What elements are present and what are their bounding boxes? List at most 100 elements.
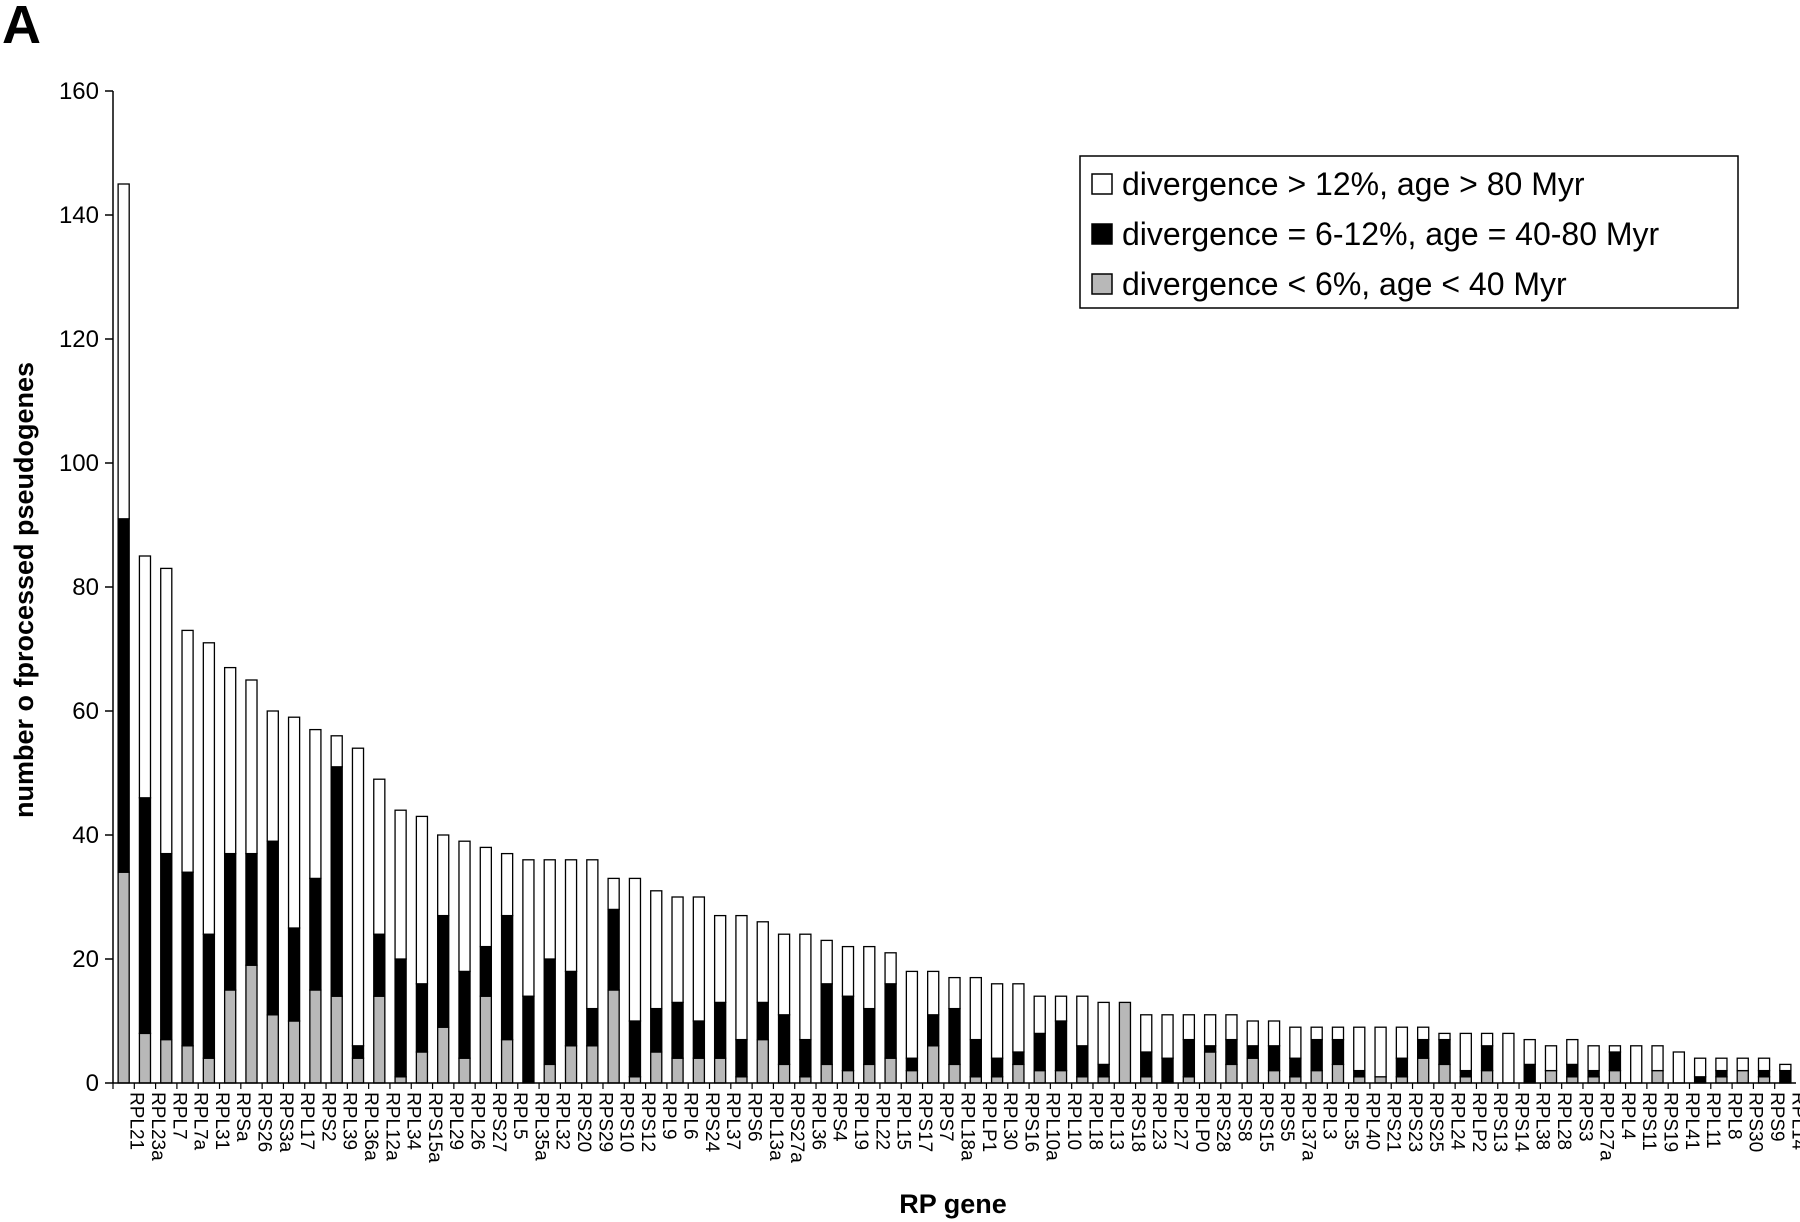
bar-segment: [1651, 1045, 1664, 1072]
x-axis-title: RP gene: [899, 1189, 1007, 1219]
x-category-label: RPL13: [1106, 1092, 1127, 1150]
bar-segment: [266, 710, 279, 842]
bar-segment: [117, 183, 130, 520]
x-category-label: RPL35a: [530, 1092, 551, 1161]
bar-segment: [650, 1051, 663, 1084]
x-category-label: RPL27a: [1596, 1092, 1617, 1161]
x-category-label: RPLP1: [978, 1092, 999, 1152]
bar-segment: [777, 1063, 791, 1084]
x-category-label: RPS11: [1638, 1092, 1659, 1151]
bar-segment: [671, 1001, 684, 1059]
x-category-label: RPL32: [552, 1092, 573, 1150]
bar-segment: [1416, 1026, 1430, 1041]
bar-segment: [138, 797, 152, 1035]
x-category-label: RPL27: [1170, 1092, 1191, 1150]
x-category-label: RPS12: [637, 1092, 658, 1152]
x-axis-category-labels: RPL21 RPL23a RPL7 RPL7a RPL31 RPSa RPS26 RPS3a R…: [112, 1083, 1800, 1163]
bar-segment: [777, 1014, 791, 1066]
bar-segment: [1033, 1069, 1046, 1084]
bar-segment: [1225, 1014, 1238, 1041]
bar-segment: [543, 859, 556, 960]
bar-segment: [1012, 1063, 1025, 1084]
x-category-label: RPS15a: [424, 1092, 445, 1163]
bar-segment: [1203, 1014, 1217, 1047]
y-tick-label: 100: [59, 450, 99, 477]
bar-segment: [990, 983, 1004, 1059]
x-category-label: RPS5: [1276, 1092, 1297, 1142]
x-category-label: RPSa: [232, 1092, 253, 1142]
bar-segment: [841, 945, 855, 997]
bar-segment: [1566, 1038, 1579, 1066]
bar-segment: [948, 1063, 961, 1084]
bar-segment: [1331, 1063, 1345, 1084]
x-category-label: RPS21: [1383, 1092, 1404, 1152]
bar-segment: [181, 1045, 194, 1084]
bar-segment: [671, 1057, 684, 1084]
y-axis-ticks: 0 20 40 60 80 100 120 140 160: [59, 78, 113, 1097]
x-category-label: RPS8: [1233, 1092, 1254, 1142]
bar-segment: [1118, 1001, 1132, 1084]
bar-segment: [1502, 1032, 1515, 1084]
bar-segment: [948, 1007, 961, 1066]
x-category-label: RPS20: [573, 1092, 594, 1152]
y-tick-label: 40: [72, 822, 99, 849]
bar-segment: [1757, 1057, 1771, 1072]
bar-segment: [863, 1063, 876, 1084]
bar-segment: [1289, 1026, 1302, 1059]
bar-segment: [948, 976, 961, 1010]
bar-segment: [266, 840, 279, 1016]
bar-segment: [735, 914, 748, 1041]
legend-swatch: [1091, 173, 1113, 195]
bar-segment: [905, 1069, 919, 1084]
bar-segment: [1480, 1032, 1494, 1047]
bar-segment: [1416, 1057, 1430, 1084]
bar-segment: [841, 995, 855, 1072]
bar-segment: [884, 983, 897, 1059]
bar-segment: [607, 877, 620, 911]
x-category-label: RPL36a: [360, 1092, 381, 1161]
x-category-label: RPS6: [743, 1092, 764, 1142]
x-category-label: RPS17: [914, 1092, 935, 1152]
bar-segment: [458, 970, 471, 1059]
bar-segment: [330, 995, 343, 1084]
x-category-label: RPLP0: [1191, 1092, 1212, 1152]
y-axis-title: number o fprocessed pseudogenes: [9, 362, 39, 818]
bar-segment: [1736, 1057, 1749, 1072]
bar-segment: [1395, 1026, 1409, 1059]
bar-segment: [820, 983, 833, 1066]
bar-segment: [1374, 1026, 1387, 1078]
bar-segment: [202, 1057, 216, 1084]
bar-segment: [1267, 1069, 1281, 1084]
y-tick-label: 140: [59, 202, 99, 229]
x-category-label: RPL35: [1340, 1092, 1361, 1150]
x-category-label: RPL26: [467, 1092, 488, 1150]
legend: divergence > 12%, age > 80 Myr divergence…: [1079, 155, 1739, 309]
x-category-label: RPS27a: [786, 1092, 807, 1163]
bar-segment: [458, 1057, 471, 1084]
bar-segment: [692, 1020, 706, 1059]
bar-segment: [756, 921, 769, 1004]
bar-segment: [863, 1007, 876, 1066]
bar-segment: [543, 1063, 556, 1084]
bar-segment: [713, 914, 727, 1004]
x-category-label: RPL10: [1063, 1092, 1084, 1150]
bar-segment: [117, 518, 130, 873]
x-category-label: RPS4: [829, 1092, 850, 1142]
bar-segment: [202, 933, 216, 1059]
bar-segment: [1395, 1057, 1409, 1078]
bar-segment: [799, 1038, 812, 1078]
bar-segment: [650, 1007, 663, 1053]
bar-segment: [820, 1063, 833, 1084]
bar-segment: [1608, 1069, 1622, 1084]
bar-segment: [160, 852, 173, 1041]
bar-segment: [1331, 1038, 1345, 1066]
bar-segment: [1076, 1076, 1089, 1084]
bar-segment: [1076, 1045, 1089, 1078]
x-category-label: RPL34: [403, 1092, 424, 1151]
bar-segment: [969, 976, 982, 1041]
bar-segment: [309, 877, 322, 991]
bar-segment: [1182, 1038, 1196, 1078]
legend-swatch: [1091, 273, 1113, 295]
bar-segment: [1353, 1076, 1366, 1084]
bar-segment: [1395, 1076, 1409, 1084]
